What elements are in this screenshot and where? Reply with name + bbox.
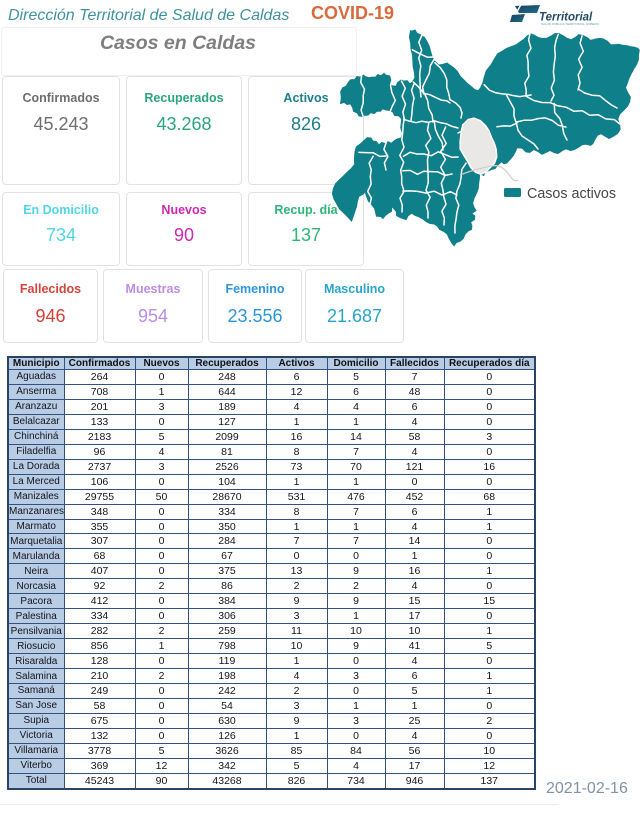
svg-text:SALUD PUBLICA TERRITORIAL GOBE: SALUD PUBLICA TERRITORIAL GOBERN bbox=[541, 22, 599, 26]
svg-text:Territorial: Territorial bbox=[539, 12, 593, 24]
svg-text:Casos activos: Casos activos bbox=[527, 186, 616, 202]
